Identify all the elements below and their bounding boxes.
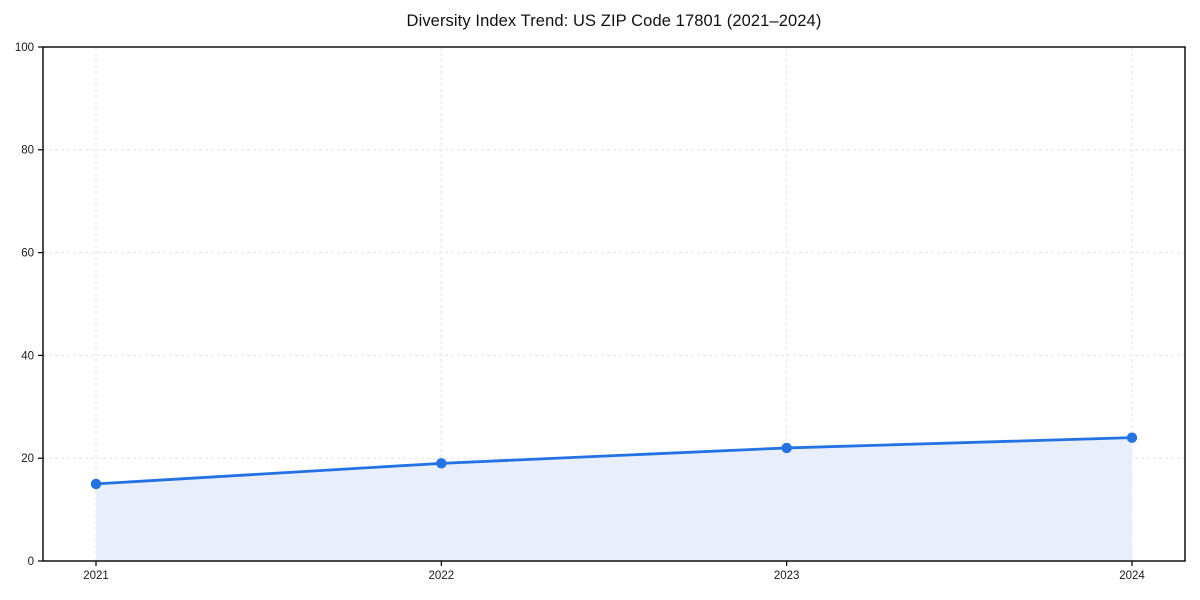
data-point-marker bbox=[781, 442, 792, 454]
y-tick-label: 100 bbox=[15, 42, 34, 54]
trend-line bbox=[94, 436, 1134, 486]
y-tick-label: 40 bbox=[21, 350, 34, 362]
chart-title: Diversity Index Trend: US ZIP Code 17801… bbox=[406, 12, 822, 30]
y-tick-label: 20 bbox=[21, 453, 34, 465]
data-points bbox=[90, 432, 1138, 490]
y-tick-label: 60 bbox=[21, 248, 34, 260]
data-point-marker bbox=[436, 458, 447, 469]
data-point-marker bbox=[1126, 432, 1138, 443]
axis-ticks bbox=[38, 46, 1133, 566]
y-tick-label: 80 bbox=[21, 145, 34, 157]
x-tick-label: 2022 bbox=[429, 570, 455, 582]
x-tick-label: 2021 bbox=[83, 570, 109, 582]
x-tick-label: 2024 bbox=[1119, 570, 1145, 582]
data-point-marker bbox=[90, 478, 102, 490]
x-tick-labels: 2021 2022 2023 2024 bbox=[83, 570, 1145, 582]
x-tick-label: 2023 bbox=[774, 570, 800, 582]
plot-border bbox=[42, 46, 1186, 562]
y-tick-labels: 0 20 40 60 80 100 bbox=[15, 42, 34, 568]
y-tick-label: 0 bbox=[28, 556, 34, 568]
